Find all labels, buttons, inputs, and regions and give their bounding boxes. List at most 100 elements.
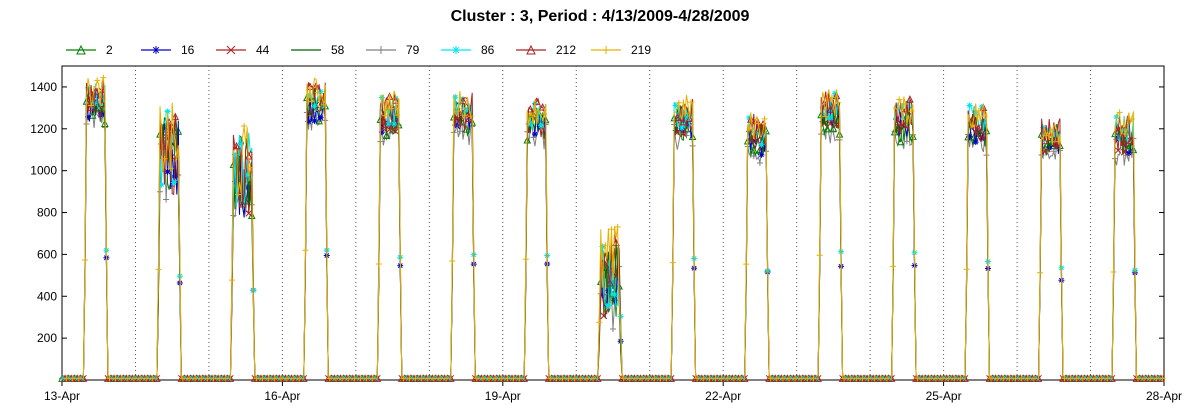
x-tick-label: 28-Apr [1146, 389, 1182, 403]
series-point-44 [1041, 148, 1048, 155]
series-point-219 [847, 375, 854, 382]
series-point-219 [437, 375, 444, 382]
series-point-219 [908, 108, 915, 115]
series-point-86 [452, 94, 459, 101]
series-point-219 [626, 375, 633, 382]
series-point-219 [712, 375, 719, 382]
series-point-219 [204, 375, 211, 382]
x-tick-label: 16-Apr [264, 389, 300, 403]
series-point-219 [571, 375, 578, 382]
series-point-219 [981, 113, 988, 120]
series-point-219 [106, 375, 113, 382]
series-point-219 [443, 375, 450, 382]
series-point-219 [798, 375, 805, 382]
series-point-219 [651, 375, 658, 382]
series-point-219 [932, 375, 939, 382]
legend-label-16: 16 [181, 43, 195, 57]
y-tick-label: 1400 [30, 80, 57, 94]
legend-label-58: 58 [331, 43, 345, 57]
series-point-219 [669, 259, 676, 266]
series-point-219 [314, 89, 321, 96]
series-point-219 [724, 375, 731, 382]
series-point-219 [583, 375, 590, 382]
series-point-219 [461, 112, 468, 119]
series-point-219 [75, 375, 82, 382]
series-point-16 [611, 297, 618, 304]
series-point-219 [528, 112, 535, 119]
series-point-212 [973, 125, 982, 133]
legend-label-212: 212 [556, 43, 576, 57]
series-point-86 [231, 151, 238, 158]
series-point-219 [235, 191, 242, 198]
series-point-16 [758, 151, 765, 158]
series-point-219 [841, 375, 848, 382]
series-point-219 [816, 252, 823, 259]
series-point-212 [171, 112, 180, 121]
series-point-219 [988, 375, 995, 382]
series-point-212 [379, 116, 388, 125]
series-point-219 [883, 375, 890, 382]
series-point-44 [826, 120, 834, 128]
series-point-219 [210, 375, 217, 382]
series-point-219 [492, 375, 499, 382]
series-point-212 [832, 91, 841, 100]
series-point-219 [1153, 375, 1160, 382]
series-point-212 [1046, 131, 1055, 140]
series-point-212 [159, 141, 167, 150]
series-point-219 [1043, 132, 1050, 139]
series-point-219 [761, 115, 768, 122]
series-point-219 [645, 375, 652, 382]
series-point-219 [614, 223, 621, 230]
series-point-219 [241, 123, 248, 130]
series-point-219 [602, 242, 609, 249]
series-point-16 [311, 117, 318, 124]
legend-marker-212 [526, 44, 536, 55]
series-point-86 [899, 103, 906, 110]
series-point-79 [756, 160, 763, 166]
series-point-219 [865, 375, 872, 382]
series-point-86 [966, 102, 973, 109]
series-point-219 [479, 375, 486, 382]
series-point-219 [804, 375, 811, 382]
series-point-219 [412, 375, 419, 382]
series-point-219 [375, 261, 382, 268]
y-tick-label: 1200 [30, 122, 57, 136]
series-point-219 [351, 375, 358, 382]
x-tick-label: 13-Apr [44, 389, 80, 403]
legend-label-44: 44 [256, 43, 270, 57]
series-point-219 [357, 375, 364, 382]
series-point-212 [893, 117, 902, 126]
series-point-16 [231, 178, 238, 185]
series-point-219 [779, 375, 786, 382]
series-point-219 [88, 102, 95, 109]
series-point-219 [271, 375, 278, 382]
series-point-212 [685, 114, 694, 123]
series-point-219 [1049, 138, 1056, 145]
series-point-219 [143, 375, 150, 382]
x-tick-label: 25-Apr [926, 389, 962, 403]
series-point-16 [966, 133, 973, 140]
series-point-219 [394, 112, 401, 119]
series-point-44 [600, 312, 608, 320]
series-point-86 [158, 181, 165, 188]
series-point-219 [277, 375, 284, 382]
series-point-219 [1086, 375, 1092, 382]
y-tick-label: 400 [37, 289, 57, 303]
series-point-219 [308, 98, 315, 105]
series-point-86 [391, 120, 398, 127]
series-point-219 [1159, 375, 1166, 382]
legend-marker-79 [377, 46, 385, 54]
series-point-219 [406, 375, 413, 382]
series-point-86 [746, 114, 753, 121]
series-point-219 [1147, 375, 1154, 382]
series-point-86 [464, 106, 471, 113]
series-point-44 [680, 130, 687, 138]
series-point-219 [920, 375, 927, 382]
series-point-219 [94, 77, 101, 84]
series-point-219 [522, 256, 529, 263]
y-tick-label: 1000 [30, 164, 57, 178]
series-point-219 [326, 375, 333, 382]
series-point-44 [392, 128, 400, 135]
series-point-212 [600, 257, 608, 266]
series-point-212 [91, 87, 100, 95]
